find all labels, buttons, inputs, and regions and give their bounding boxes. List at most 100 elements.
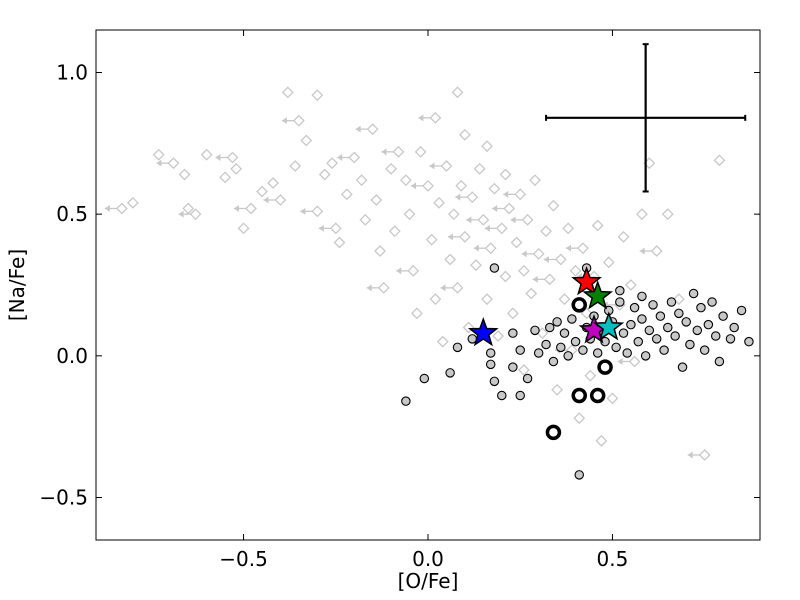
limit-arrow (617, 358, 630, 365)
diamond-point (340, 188, 353, 201)
diamond-point (458, 230, 471, 243)
circle-point (489, 376, 500, 387)
x-tick-label: 0.5 (597, 547, 629, 571)
diamond-point (455, 179, 468, 192)
circle-point (618, 328, 629, 338)
limit-arrow (215, 154, 228, 161)
limit-arrow-head (233, 205, 239, 212)
circle-point (655, 311, 666, 321)
diamond-point (385, 162, 398, 175)
circle-point (677, 362, 688, 372)
diamond-point (495, 222, 508, 235)
limit-arrow-head (429, 162, 435, 170)
limit-arrow (411, 182, 423, 190)
diamond-point (311, 205, 324, 218)
limit-arrow (503, 190, 516, 198)
circle-point (515, 390, 525, 401)
diamond-point (672, 293, 685, 306)
limit-arrow-head (418, 114, 424, 122)
circle-point (452, 342, 463, 353)
limit-arrow-head (473, 244, 479, 252)
limit-arrow-head (503, 190, 509, 198)
diamond-point (462, 321, 475, 334)
limit-arrow-head (510, 216, 516, 224)
diamond-point (628, 355, 641, 368)
diamond-point (595, 434, 608, 447)
diamond-point (230, 162, 243, 175)
diamond-point (318, 168, 331, 181)
diamond-point (447, 208, 460, 221)
diamond-point (355, 174, 368, 187)
diamond-point (374, 245, 386, 257)
x-tick-label: 0.0 (412, 547, 444, 571)
limit-arrow (484, 224, 497, 232)
circle-point (515, 345, 525, 355)
open-circle-point (571, 387, 587, 404)
diamond-point (300, 134, 313, 147)
diamond-point (407, 264, 420, 277)
limit-arrow-head (687, 451, 693, 459)
circle-point (574, 470, 584, 480)
limit-arrow-head (521, 250, 527, 258)
circle-point (670, 331, 680, 341)
diamond-point (200, 148, 213, 161)
limit-arrow-head (156, 159, 162, 167)
diamond-point (547, 199, 560, 212)
diamond-point (326, 157, 339, 170)
circle-point (685, 339, 695, 350)
diamond-point (510, 236, 523, 249)
star-point (582, 280, 614, 310)
limit-arrow-head (455, 193, 461, 201)
circle-point (637, 314, 647, 324)
diamond-point (602, 256, 615, 269)
diamond-point (558, 293, 571, 306)
diamond-point (451, 281, 464, 294)
limit-arrow (355, 125, 368, 133)
circle-point (710, 331, 721, 341)
error-bar (545, 43, 747, 193)
diamond-point (414, 145, 427, 158)
circle-point (699, 345, 710, 355)
limit-arrow-head (337, 154, 343, 161)
diamond-point (370, 194, 383, 206)
diamond-point (436, 335, 449, 348)
open-circle-point (597, 359, 613, 375)
limit-arrow-head (381, 148, 387, 156)
circle-point (651, 334, 662, 344)
limit-arrow (687, 451, 700, 459)
circle-point (530, 325, 540, 336)
diamond-point (521, 213, 534, 226)
limit-arrow (639, 247, 652, 255)
circle-point (744, 336, 754, 347)
diamond-point (281, 86, 294, 99)
diamond-point (481, 140, 493, 153)
diamond-point (532, 247, 545, 260)
limit-arrow (510, 216, 523, 224)
diamond-point (573, 412, 586, 425)
limit-arrow (565, 244, 578, 252)
diamond-point (126, 196, 139, 209)
circle-point (485, 348, 496, 358)
diamond-point (152, 148, 165, 161)
diamond-point (422, 179, 434, 192)
diamond-point (267, 177, 279, 189)
limit-arrow (521, 250, 534, 258)
circle-point (707, 297, 717, 307)
star-point (467, 317, 499, 347)
diamond-point (226, 151, 239, 164)
diamond-point (359, 213, 372, 226)
star-point (571, 266, 602, 296)
circle-point (508, 362, 518, 372)
circle-point (544, 322, 555, 333)
diamond-point (529, 174, 541, 187)
limit-arrow (156, 159, 169, 167)
circle-point (445, 368, 455, 378)
limit-arrow-head (366, 284, 372, 292)
limit-arrow-head (543, 256, 549, 263)
diamond-point (115, 202, 128, 215)
y-tick-label: 0.0 (56, 344, 88, 368)
y-tick-label: 1.0 (56, 61, 88, 85)
limit-arrow (396, 267, 409, 275)
x-axis-label: [O/Fe] (398, 569, 459, 593)
